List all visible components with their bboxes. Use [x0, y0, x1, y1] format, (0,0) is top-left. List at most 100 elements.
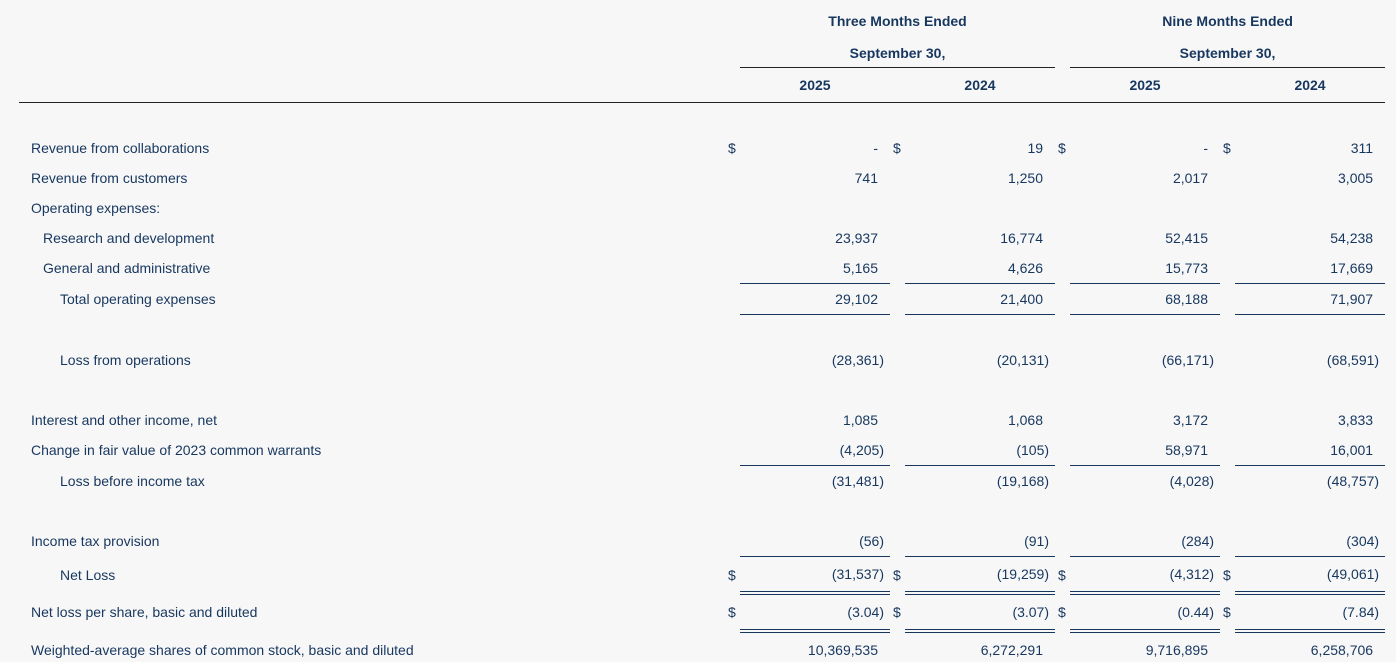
row-label-net-loss: Net Loss	[60, 566, 116, 583]
right-pad	[1385, 526, 1396, 557]
currency-symbol: $	[893, 140, 901, 156]
value-cell-operating-expenses-heading-col0	[740, 193, 890, 223]
table-row-net-loss-per-share: Net loss per share, basic and diluted $ (3…	[19, 593, 1396, 633]
currency-spacer	[893, 163, 905, 193]
table-row-change-fair-value-warrants: Change in fair value of 2023 common warr…	[19, 435, 1396, 466]
value-cell-revenue-collaborations-col1: 19	[1027, 140, 1044, 156]
currency-spacer	[893, 526, 905, 557]
currency-spacer	[728, 526, 740, 557]
top-gap-row	[19, 103, 1396, 134]
value-cell-change-fair-value-warrants-col3: 16,001	[1235, 435, 1386, 466]
table-row-revenue-customers: Revenue from customers 741 1,250 2,017 3,005	[19, 163, 1396, 193]
value-cell-operating-expenses-heading-col2	[1070, 193, 1220, 223]
value-cell-net-loss-col0: (31,537)	[740, 556, 890, 595]
row-label-research-and-development: Research and development	[43, 230, 215, 246]
currency-spacer	[1223, 345, 1235, 375]
currency-symbol: $	[728, 566, 736, 583]
currency-spacer	[1223, 466, 1235, 497]
currency-spacer	[1058, 163, 1070, 193]
value-cell-weighted-average-shares-col0: 10,369,535	[740, 631, 890, 662]
row-label-loss-from-operations: Loss from operations	[60, 352, 191, 368]
currency-spacer	[1223, 631, 1235, 662]
header-spacer	[728, 3, 740, 39]
value-cell-net-loss-per-share-col3: (7.84)	[1235, 593, 1386, 633]
value-cell-revenue-collaborations-col2: -	[1203, 140, 1209, 156]
table-row-interest-and-other-income: Interest and other income, net 1,085 1,068…	[19, 405, 1396, 435]
currency-spacer	[1223, 253, 1235, 284]
table-row-net-loss: Net Loss $ (31,537) $ (19,259) $ (4,312) $ (49,0…	[19, 556, 1396, 595]
value-cell-interest-and-other-income-col0: 1,085	[842, 412, 878, 428]
right-pad	[1385, 405, 1396, 435]
right-pad	[1385, 345, 1396, 375]
currency-spacer	[728, 193, 740, 223]
value-cell-interest-and-other-income-col2: 3,172	[1172, 412, 1209, 428]
currency-spacer	[728, 405, 740, 435]
currency-spacer	[1058, 526, 1070, 557]
row-label-change-fair-value-warrants: Change in fair value of 2023 common warr…	[31, 442, 322, 459]
header-spacer	[1223, 67, 1236, 103]
value-cell-revenue-collaborations-col0: -	[873, 140, 878, 156]
currency-symbol: $	[1058, 604, 1066, 620]
row-label-loss-before-income-tax: Loss before income tax	[60, 472, 205, 489]
value-cell-income-tax-provision-col3: (304)	[1235, 526, 1386, 557]
value-cell-weighted-average-shares-col3: 6,258,706	[1235, 631, 1386, 662]
value-cell-income-tax-provision-col2: (284)	[1070, 526, 1221, 557]
value-cell-loss-before-income-tax-col3: (48,757)	[1326, 473, 1380, 489]
currency-spacer	[1058, 631, 1070, 662]
value-cell-income-tax-provision-col1: (91)	[905, 526, 1056, 557]
header-spacer	[890, 67, 893, 103]
group-title-nine-months: Nine Months Ended	[1162, 13, 1293, 29]
header-spacer	[19, 67, 728, 103]
currency-symbol: $	[1223, 140, 1231, 156]
currency-spacer	[893, 405, 905, 435]
currency-spacer	[1223, 193, 1235, 223]
value-cell-loss-before-income-tax-col0: (31,481)	[831, 473, 884, 489]
currency-spacer	[1058, 435, 1070, 466]
right-pad	[1385, 435, 1396, 466]
value-cell-research-and-development-col2: 52,415	[1165, 230, 1209, 246]
table-row-loss-from-operations: Loss from operations (28,361) (20,131) (66,…	[19, 345, 1396, 375]
right-pad	[1385, 133, 1396, 163]
table-row-loss-before-income-tax: Loss before income tax (31,481) (19,168) (4…	[19, 466, 1396, 497]
value-cell-revenue-customers-col1: 1,250	[1007, 170, 1044, 186]
currency-spacer	[728, 284, 740, 315]
currency-spacer	[1058, 405, 1070, 435]
year-header: 2025	[1070, 67, 1221, 103]
group-title-three-months: Three Months Ended	[828, 13, 967, 29]
currency-spacer	[728, 631, 740, 662]
currency-spacer	[893, 631, 905, 662]
table-row-general-and-administrative: General and administrative 5,165 4,626 15,7…	[19, 253, 1396, 284]
value-cell-operating-expenses-heading-col3	[1235, 193, 1385, 223]
header-spacer	[19, 39, 728, 68]
value-cell-operating-expenses-heading-col1	[905, 193, 1055, 223]
table-row-revenue-collaborations: Revenue from collaborations $ - $19 $ - $311	[19, 133, 1396, 163]
right-pad	[1385, 557, 1396, 594]
currency-symbol: $	[1223, 604, 1231, 620]
value-cell-weighted-average-shares-col1: 6,272,291	[905, 631, 1056, 662]
year-header: 2024	[1235, 67, 1386, 103]
value-cell-change-fair-value-warrants-col2: 58,971	[1070, 435, 1221, 466]
row-label-interest-and-other-income: Interest and other income, net	[31, 412, 217, 428]
currency-spacer	[728, 466, 740, 497]
right-pad	[1385, 631, 1396, 662]
table-row-total-operating-expenses: Total operating expenses 29,102 21,400 68,1…	[19, 283, 1396, 315]
row-label-income-tax-provision: Income tax provision	[31, 533, 160, 550]
table-header: Three Months Ended Nine Months Ended Sep…	[19, 3, 1396, 103]
value-cell-general-and-administrative-col0: 5,165	[740, 253, 890, 284]
table-row-research-and-development: Research and development 23,937 16,774 52,4…	[19, 223, 1396, 253]
header-spacer	[1385, 68, 1396, 103]
value-cell-research-and-development-col1: 16,774	[1000, 230, 1044, 246]
header-spacer	[19, 3, 728, 39]
right-pad	[1385, 593, 1396, 631]
value-cell-research-and-development-col0: 23,937	[835, 230, 878, 246]
value-cell-net-loss-col1: (19,259)	[905, 556, 1056, 595]
value-cell-weighted-average-shares-col2: 9,716,895	[1070, 631, 1221, 662]
table-row-weighted-average-shares: Weighted-average shares of common stock,…	[19, 631, 1396, 662]
currency-spacer	[893, 345, 905, 375]
header-spacer	[1058, 67, 1071, 103]
currency-spacer	[1058, 345, 1070, 375]
value-cell-general-and-administrative-col3: 17,669	[1235, 253, 1386, 284]
header-spacer	[1058, 3, 1070, 39]
header-spacer	[1055, 67, 1059, 103]
year-header: 2024	[905, 67, 1056, 103]
